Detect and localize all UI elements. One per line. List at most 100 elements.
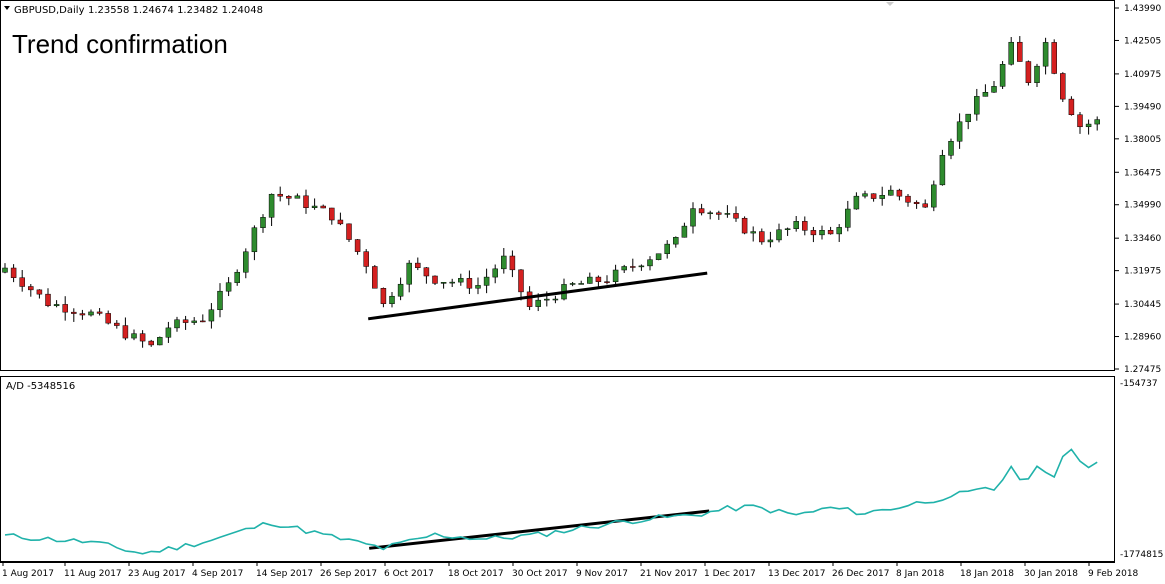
candle-body bbox=[535, 299, 541, 307]
candle-body bbox=[492, 268, 498, 278]
candle-body bbox=[1042, 42, 1049, 67]
ad-trendline[interactable] bbox=[369, 509, 710, 550]
candle-body bbox=[1034, 65, 1040, 83]
candle-body bbox=[423, 267, 430, 277]
candle-body bbox=[320, 205, 326, 209]
candle-body bbox=[294, 195, 301, 199]
date-tick-label: 4 Sep 2017 bbox=[192, 569, 243, 579]
candle-body bbox=[1068, 98, 1075, 116]
candle-body bbox=[681, 225, 688, 238]
date-tick-label: 21 Nov 2017 bbox=[640, 569, 698, 579]
candle-body bbox=[2, 267, 8, 273]
price-tick-label: 1.27475 bbox=[1124, 365, 1161, 375]
candle-body bbox=[733, 213, 739, 219]
candle-body bbox=[913, 201, 920, 205]
price-trendline[interactable] bbox=[367, 271, 708, 321]
candle-body bbox=[303, 195, 309, 208]
indicator-max-label: -154737 bbox=[1120, 379, 1158, 389]
indicator-min-label: -1774815 bbox=[1120, 550, 1163, 560]
date-tick-label: 18 Oct 2017 bbox=[448, 569, 504, 579]
candle-body bbox=[630, 266, 636, 268]
candle-body bbox=[1051, 42, 1057, 74]
candle-body bbox=[595, 276, 602, 282]
candle-body bbox=[157, 337, 163, 346]
candle-body bbox=[819, 230, 825, 236]
trendlines bbox=[367, 271, 710, 550]
candle-body bbox=[234, 271, 240, 283]
price-tick-label: 1.33460 bbox=[1124, 234, 1161, 244]
candle-body bbox=[1077, 114, 1083, 128]
candle-body bbox=[647, 259, 653, 267]
candle-body bbox=[784, 228, 791, 231]
date-tick-label: 26 Sep 2017 bbox=[320, 569, 377, 579]
candle-body bbox=[793, 221, 799, 229]
candle-body bbox=[311, 205, 318, 208]
candle-body bbox=[870, 193, 877, 199]
candle-body bbox=[346, 223, 352, 240]
candle-body bbox=[406, 262, 412, 285]
candle-body bbox=[544, 298, 550, 301]
price-tick-label: 1.40975 bbox=[1124, 70, 1161, 80]
date-tick-label: 13 Dec 2017 bbox=[768, 569, 826, 579]
dropdown-triangle-icon[interactable] bbox=[4, 6, 10, 10]
price-tick-label: 1.34990 bbox=[1124, 201, 1161, 211]
candle-body bbox=[10, 267, 17, 278]
candle-body bbox=[750, 231, 756, 234]
candle-body bbox=[896, 189, 903, 197]
chart-ohlc: 1.23558 1.24674 1.23482 1.24048 bbox=[88, 5, 263, 16]
date-axis: 1 Aug 2017 11 Aug 2017 23 Aug 2017 4 Sep 20… bbox=[2, 562, 1139, 579]
candle-body bbox=[88, 311, 94, 316]
candle-body bbox=[707, 212, 713, 215]
candle-body bbox=[200, 320, 206, 323]
chart-symbol: GBPUSD,Daily bbox=[14, 5, 85, 16]
candle-body bbox=[690, 208, 696, 227]
price-tick-label: 1.30445 bbox=[1124, 300, 1161, 310]
candle-body bbox=[991, 86, 997, 93]
candle-body bbox=[845, 208, 851, 228]
candle-body bbox=[432, 275, 438, 284]
candle-body bbox=[174, 319, 180, 329]
price-tick-label: 1.39490 bbox=[1124, 102, 1161, 112]
price-pane bbox=[0, 0, 1115, 371]
candle-body bbox=[458, 278, 464, 283]
candle-body bbox=[965, 113, 971, 123]
candle-body bbox=[518, 269, 524, 293]
candle-body bbox=[587, 276, 593, 284]
candle-body bbox=[45, 293, 51, 307]
candle-body bbox=[96, 311, 103, 314]
price-tick-label: 1.42505 bbox=[1124, 36, 1161, 46]
candle-body bbox=[380, 288, 387, 304]
candle-body bbox=[569, 283, 576, 285]
candle-body bbox=[28, 286, 34, 291]
candle-body bbox=[956, 121, 963, 142]
candle-body bbox=[862, 193, 868, 197]
candle-body bbox=[105, 313, 111, 324]
candle-body bbox=[501, 255, 507, 270]
candle-body bbox=[122, 325, 129, 339]
candle-body bbox=[759, 231, 765, 243]
date-tick-label: 26 Dec 2017 bbox=[832, 569, 890, 579]
candle-body bbox=[260, 217, 266, 228]
date-tick-label: 1 Dec 2017 bbox=[704, 569, 756, 579]
candle-body bbox=[268, 193, 275, 218]
candle-body bbox=[71, 311, 77, 314]
candle-body bbox=[948, 140, 954, 156]
candle-body bbox=[655, 253, 662, 260]
candle-body bbox=[114, 322, 120, 326]
candle-body bbox=[638, 265, 645, 268]
candle-body bbox=[286, 195, 292, 199]
trend-annotation: Trend confirmation bbox=[12, 29, 228, 59]
candle-body bbox=[905, 195, 911, 203]
date-tick-label: 9 Feb 2018 bbox=[1088, 569, 1139, 579]
candle-body bbox=[673, 237, 679, 245]
candle-body bbox=[888, 189, 894, 196]
candle-body bbox=[389, 295, 395, 304]
candle-body bbox=[36, 289, 43, 295]
candle-body bbox=[165, 327, 172, 338]
candle-body bbox=[191, 320, 197, 323]
date-tick-label: 30 Oct 2017 bbox=[512, 569, 568, 579]
candle-body bbox=[79, 313, 86, 316]
candle-body bbox=[53, 304, 60, 307]
candle-body bbox=[1025, 61, 1032, 83]
candle-body bbox=[415, 262, 421, 268]
